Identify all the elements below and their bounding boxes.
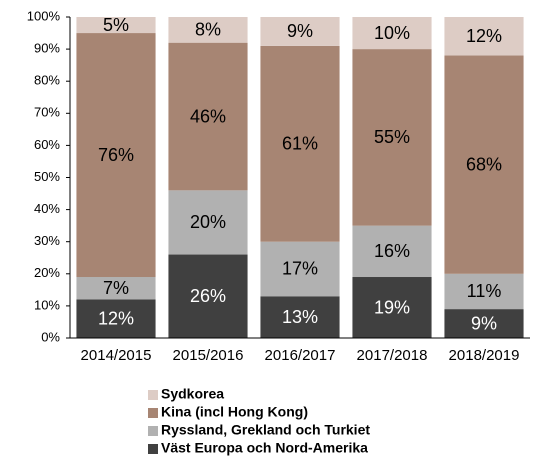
- legend-swatch: [148, 426, 158, 436]
- bar-segment: [76, 17, 156, 34]
- y-tick-label: 40%: [34, 201, 60, 216]
- data-label: 10%: [374, 23, 410, 43]
- legend-label: Väst Europa och Nord-Amerika: [161, 440, 368, 456]
- data-label: 9%: [287, 21, 313, 41]
- bar-segment: [352, 225, 432, 278]
- y-tick-label: 30%: [34, 233, 60, 248]
- bar-segment: [76, 33, 156, 278]
- data-label: 76%: [98, 145, 134, 165]
- legend-label: Sydkorea: [161, 386, 224, 402]
- data-label: 20%: [190, 212, 226, 232]
- y-tick-label: 50%: [34, 169, 60, 184]
- y-tick-label: 60%: [34, 137, 60, 152]
- bar-segment: [444, 273, 524, 310]
- bar-segment: [260, 241, 340, 297]
- bar-segment: [168, 17, 248, 43]
- data-label: 12%: [98, 308, 134, 328]
- bar-segment: [168, 42, 248, 191]
- data-label: 7%: [103, 278, 129, 298]
- legend-swatch: [148, 444, 158, 454]
- data-label: 55%: [374, 127, 410, 147]
- x-tick-label: 2017/2018: [357, 347, 428, 364]
- bar-segment: [352, 277, 432, 338]
- bar-segment: [168, 254, 248, 338]
- data-label: 19%: [374, 297, 410, 317]
- data-label: 26%: [190, 286, 226, 306]
- y-tick-label: 80%: [34, 73, 60, 88]
- bar-segment: [260, 45, 340, 242]
- legend-label: Kina (incl Hong Kong): [161, 404, 308, 420]
- x-tick-label: 2018/2019: [449, 347, 520, 364]
- bar-segment: [76, 277, 156, 300]
- data-label: 8%: [195, 20, 221, 40]
- bar-segment: [352, 17, 432, 50]
- bar-segment: [444, 55, 524, 274]
- legend-swatch: [148, 390, 158, 400]
- y-tick-label: 90%: [34, 41, 60, 56]
- data-label: 11%: [467, 281, 502, 301]
- y-tick-label: 20%: [34, 265, 60, 280]
- y-tick-label: 0%: [41, 329, 60, 344]
- bar-segment: [444, 17, 524, 56]
- data-label: 68%: [466, 154, 502, 174]
- data-label: 17%: [282, 259, 318, 279]
- data-label: 16%: [374, 241, 410, 261]
- legend-swatch: [148, 408, 158, 418]
- data-label: 61%: [282, 134, 318, 154]
- data-label: 46%: [190, 106, 226, 126]
- x-tick-label: 2016/2017: [265, 347, 336, 364]
- y-tick-label: 100%: [27, 8, 61, 23]
- data-label: 13%: [282, 307, 318, 327]
- bar-segment: [168, 190, 248, 255]
- x-tick-label: 2014/2015: [81, 347, 152, 364]
- x-tick-label: 2015/2016: [173, 347, 244, 364]
- y-tick-label: 10%: [34, 297, 60, 312]
- data-label: 12%: [466, 26, 502, 46]
- bar-segment: [260, 17, 340, 46]
- bar-segment: [444, 309, 524, 338]
- data-label: 5%: [103, 15, 129, 35]
- data-label: 9%: [471, 313, 497, 333]
- bar-segment: [76, 299, 156, 338]
- bar-segment: [260, 296, 340, 338]
- y-tick-label: 70%: [34, 105, 60, 120]
- bar-segment: [352, 49, 432, 226]
- legend-label: Ryssland, Grekland och Turkiet: [161, 422, 370, 438]
